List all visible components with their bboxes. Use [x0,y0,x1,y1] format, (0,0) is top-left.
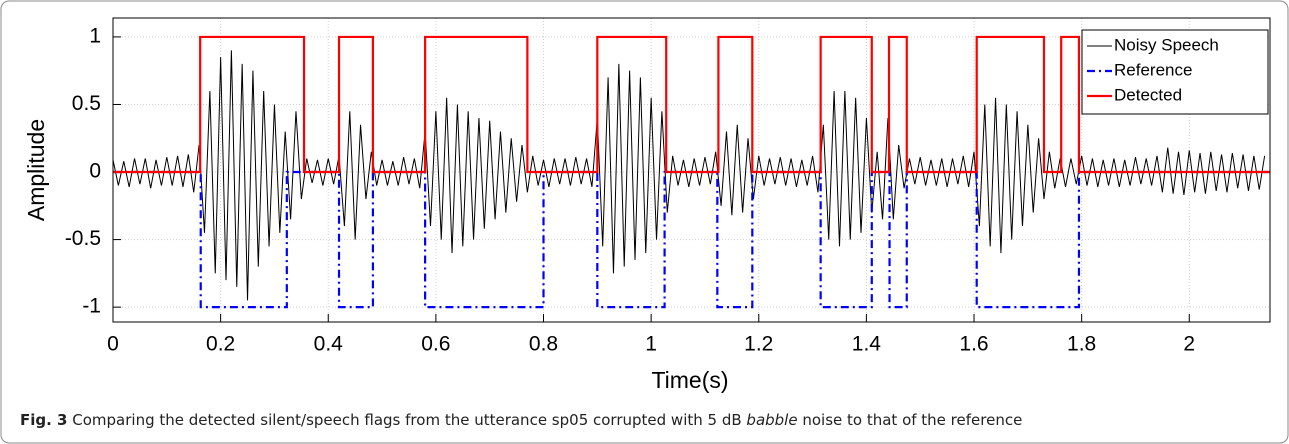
x-tick-label: 1.6 [959,333,988,356]
caption-text: Comparing the detected silent/speech fla… [72,411,746,429]
x-tick-label: 1.8 [1067,333,1096,356]
plot-frame [112,17,1271,323]
y-tick-label: 0.5 [72,92,101,115]
x-tick-label: 2 [1183,333,1195,356]
plot-background [113,18,1270,322]
y-tick-label: -1 [82,295,101,318]
x-tick-label: 0.6 [421,333,450,356]
y-tick-label: 1 [89,24,101,47]
x-tick-label: 0 [107,333,119,356]
legend-box [1081,29,1269,115]
y-tick-label: 0 [89,160,101,183]
x-tick-label: 1.2 [744,333,773,356]
caption-text: noise to that of the reference [798,411,1023,429]
caption-label: Fig. 3 [20,411,67,429]
y-axis-label: Amplitude [23,119,49,221]
legend-label: Detected [1114,85,1182,104]
caption: Fig. 3 Comparing the detected silent/spe… [20,411,1022,429]
y-tick-label: -0.5 [65,227,101,250]
x-tick-label: 1.4 [852,333,882,356]
data-line [113,35,1270,174]
x-axis-label: Time(s) [651,367,728,393]
x-tick-label: 1 [645,333,657,356]
x-tick-label: 0.2 [206,333,235,356]
x-tick-label: 0.8 [529,333,558,356]
legend-label: Noisy Speech [1114,35,1219,54]
caption-text: babble [746,411,797,429]
x-tick-label: 0.4 [314,333,344,356]
legend-label: Reference [1114,60,1192,79]
